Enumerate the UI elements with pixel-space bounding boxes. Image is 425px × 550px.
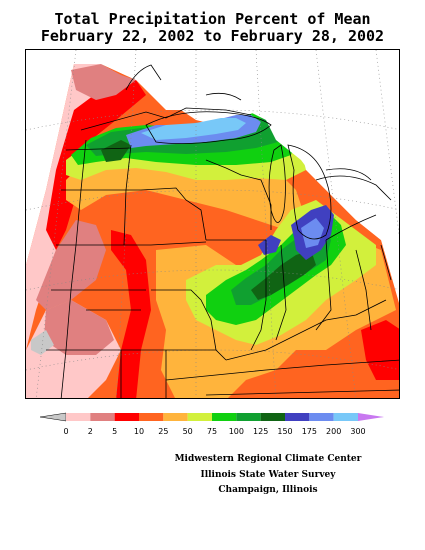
legend-bin: [163, 413, 188, 421]
legend-bin: [139, 413, 164, 421]
zone-light-blue-north: [141, 118, 246, 140]
map-title-line1: Total Precipitation Percent of Mean: [54, 10, 371, 28]
legend-tick-label: 100: [228, 427, 244, 436]
zone-blue-illinois: [258, 235, 281, 255]
boundaries: [46, 64, 399, 398]
color-legend: [39, 412, 384, 422]
legend-bin: [285, 413, 310, 421]
legend-bin: [212, 413, 237, 421]
precipitation-map: [25, 49, 400, 399]
legend-tick-label: 50: [182, 427, 193, 436]
zone-red-west: [46, 80, 146, 250]
legend-bin: [236, 413, 261, 421]
credit-line2: Illinois State Water Survey: [200, 470, 336, 480]
legend-tick-label: 0: [63, 427, 69, 436]
legend-below-triangle: [39, 412, 67, 422]
legend-tick-label: 300: [350, 427, 366, 436]
legend-bin: [260, 413, 285, 421]
legend-bin: [309, 413, 334, 421]
legend-tick-label: 5: [112, 427, 118, 436]
zone-dark-green-north: [101, 140, 131, 162]
legend-above-triangle: [358, 413, 384, 421]
zone-red-southeast: [361, 320, 399, 380]
legend-bin: [66, 413, 91, 421]
legend-bin: [90, 413, 115, 421]
zone-grey-sw: [31, 330, 54, 355]
legend-tick-label: 75: [206, 427, 218, 436]
map-title-line2: February 22, 2002 to February 28, 2002: [40, 27, 385, 45]
legend-tick-label: 150: [277, 427, 293, 436]
no-data-northeast: [101, 50, 399, 240]
legend-tick-label: 200: [326, 427, 342, 436]
credit-line1: Midwestern Regional Climate Center: [174, 454, 362, 464]
graticule: [26, 50, 399, 398]
legend-bin: [114, 413, 139, 421]
zone-periwinkle-mi: [301, 218, 324, 248]
zone-mid-pink-sw: [44, 300, 114, 355]
legend-tick-label: 2: [87, 427, 93, 436]
legend-bin: [333, 413, 358, 421]
credit-line3: Champaign, Illinois: [218, 485, 318, 495]
legend-tick-label: 175: [301, 427, 317, 436]
legend-tick-label: 25: [158, 427, 169, 436]
legend-tick-label: 10: [133, 427, 145, 436]
legend-tick-label: 125: [253, 427, 269, 436]
legend-bin: [187, 413, 212, 421]
zone-pink-north: [71, 64, 136, 100]
zone-mid-pink-west: [36, 220, 106, 310]
